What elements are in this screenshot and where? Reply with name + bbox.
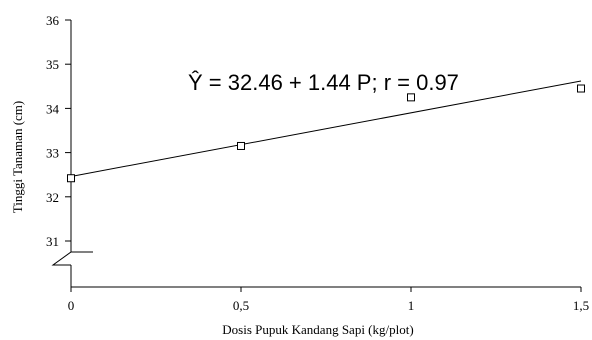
x-tick-label-2: 1 xyxy=(408,298,415,313)
regression-equation: Ŷ = 32.46 + 1.44 P; r = 0.97 xyxy=(188,70,459,95)
y-axis: 31 32 33 34 35 36 xyxy=(46,13,93,287)
y-tick-label-35: 35 xyxy=(46,57,59,72)
data-point-0 xyxy=(67,174,75,183)
data-point-1 xyxy=(237,141,245,150)
trendline xyxy=(70,80,582,177)
y-axis-break xyxy=(51,251,93,266)
y-axis-title: Tinggi Tanaman (cm) xyxy=(10,101,25,213)
y-tick-label-31: 31 xyxy=(46,234,59,249)
data-point-2 xyxy=(407,93,415,102)
x-axis: 0 0,5 1 1,5 xyxy=(68,286,589,313)
data-point-3 xyxy=(577,84,585,93)
x-tick-label-1: 0,5 xyxy=(233,298,249,313)
y-tick-label-32: 32 xyxy=(46,190,59,205)
y-tick-label-33: 33 xyxy=(46,146,59,161)
x-axis-title: Dosis Pupuk Kandang Sapi (kg/plot) xyxy=(222,322,413,337)
data-points xyxy=(67,84,585,183)
x-tick-label-0: 0 xyxy=(68,298,75,313)
x-tick-label-3: 1,5 xyxy=(573,298,589,313)
y-tick-label-36: 36 xyxy=(46,13,60,28)
trendline-layer xyxy=(70,80,582,177)
y-tick-label-34: 34 xyxy=(46,101,60,116)
